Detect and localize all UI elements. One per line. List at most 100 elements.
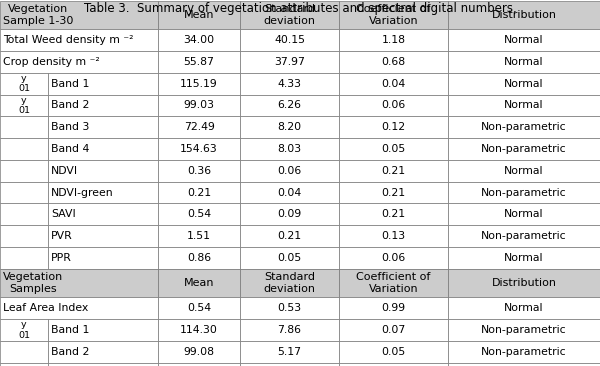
Text: 0.05: 0.05 [382, 144, 406, 154]
Bar [240, 341, 340, 363]
Bar [158, 182, 240, 203]
Text: Coefficient of
Variation: Coefficient of Variation [356, 4, 431, 26]
Text: 4.33: 4.33 [278, 79, 302, 89]
Text: 6.26: 6.26 [278, 101, 302, 111]
Bar [158, 116, 240, 138]
Bar [240, 116, 340, 138]
Bar [448, 225, 600, 247]
Bar [240, 94, 340, 116]
Bar [340, 341, 448, 363]
Text: 0.21: 0.21 [382, 166, 406, 176]
Text: 0.21: 0.21 [382, 209, 406, 219]
Bar [0, 160, 48, 182]
Text: Standard
deviation: Standard deviation [263, 272, 316, 294]
Bar [448, 1, 600, 29]
Text: Leaf Area Index: Leaf Area Index [3, 303, 88, 313]
Text: Non-parametric: Non-parametric [481, 325, 567, 335]
Text: Band 1: Band 1 [51, 79, 89, 89]
Bar [340, 363, 448, 366]
Text: 0.05: 0.05 [277, 253, 302, 263]
Bar [0, 138, 48, 160]
Text: 55.87: 55.87 [184, 57, 215, 67]
Text: 114.30: 114.30 [180, 325, 218, 335]
Bar [0, 29, 158, 51]
Text: Normal: Normal [504, 101, 544, 111]
Text: Table 3.  Summary of vegetation attributes and spectral digital numbers.: Table 3. Summary of vegetation attribute… [83, 2, 517, 15]
Bar [340, 51, 448, 73]
Bar [0, 182, 48, 203]
Bar [48, 94, 158, 116]
Bar [240, 73, 340, 94]
Text: Coefficient of
Variation: Coefficient of Variation [356, 272, 431, 294]
Text: 0.68: 0.68 [382, 57, 406, 67]
Bar [0, 51, 158, 73]
Bar [48, 247, 158, 269]
Text: 154.63: 154.63 [180, 144, 218, 154]
Bar [158, 247, 240, 269]
Bar [240, 203, 340, 225]
Bar [448, 116, 600, 138]
Bar [158, 269, 240, 297]
Text: 115.19: 115.19 [180, 79, 218, 89]
Bar [340, 203, 448, 225]
Bar [48, 225, 158, 247]
Bar [340, 182, 448, 203]
Bar [340, 73, 448, 94]
Text: PVR: PVR [51, 231, 73, 241]
Text: Normal: Normal [504, 209, 544, 219]
Bar [240, 225, 340, 247]
Text: 0.54: 0.54 [187, 209, 211, 219]
Bar [448, 363, 600, 366]
Bar [158, 73, 240, 94]
Bar [0, 247, 48, 269]
Bar [340, 138, 448, 160]
Text: Crop density m ⁻²: Crop density m ⁻² [3, 57, 100, 67]
Bar [240, 363, 340, 366]
Bar [340, 319, 448, 341]
Bar [240, 247, 340, 269]
Bar [448, 182, 600, 203]
Text: Band 1: Band 1 [51, 325, 89, 335]
Bar [158, 297, 240, 319]
Text: 0.54: 0.54 [187, 303, 211, 313]
Bar [158, 363, 240, 366]
Bar [340, 297, 448, 319]
Bar [0, 73, 48, 94]
Text: Distribution: Distribution [491, 10, 556, 20]
Bar [158, 29, 240, 51]
Text: Band 2: Band 2 [51, 101, 89, 111]
Text: 72.49: 72.49 [184, 122, 215, 132]
Text: Non-parametric: Non-parametric [481, 347, 567, 357]
Text: NDVI: NDVI [51, 166, 78, 176]
Bar [0, 1, 158, 29]
Bar [48, 341, 158, 363]
Text: 0.06: 0.06 [382, 101, 406, 111]
Text: PPR: PPR [51, 253, 72, 263]
Bar [48, 319, 158, 341]
Bar [0, 341, 48, 363]
Bar [158, 1, 240, 29]
Bar [340, 116, 448, 138]
Bar [158, 341, 240, 363]
Text: 0.12: 0.12 [382, 122, 406, 132]
Bar [48, 73, 158, 94]
Bar [340, 160, 448, 182]
Text: 1.51: 1.51 [187, 231, 211, 241]
Bar [240, 160, 340, 182]
Text: Vegetation
Sample 1-30: Vegetation Sample 1-30 [3, 4, 73, 26]
Text: Non-parametric: Non-parametric [481, 144, 567, 154]
Bar [0, 94, 48, 116]
Bar [0, 363, 48, 366]
Text: y
01: y 01 [18, 74, 30, 93]
Bar [448, 297, 600, 319]
Bar [48, 160, 158, 182]
Bar [240, 297, 340, 319]
Bar [158, 94, 240, 116]
Text: 0.05: 0.05 [382, 347, 406, 357]
Bar [448, 319, 600, 341]
Text: Normal: Normal [504, 35, 544, 45]
Text: 5.17: 5.17 [278, 347, 302, 357]
Bar [0, 319, 48, 341]
Text: 0.53: 0.53 [278, 303, 302, 313]
Text: Standard
deviation: Standard deviation [263, 4, 316, 26]
